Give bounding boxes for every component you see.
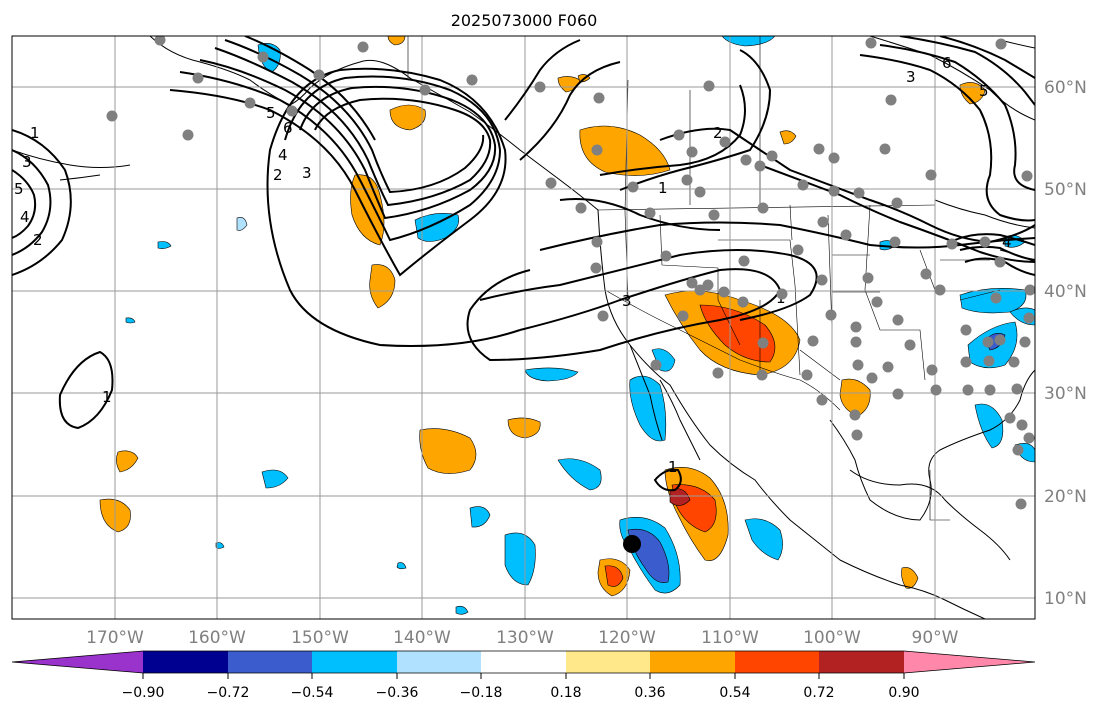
- lon-label: 140°W: [393, 628, 451, 648]
- colorbar-segment: [143, 651, 228, 673]
- lon-label: 90°W: [912, 628, 959, 648]
- contour-label: 2: [713, 124, 723, 142]
- colorbar-segment: [312, 651, 397, 673]
- contour-label: 1: [668, 458, 678, 476]
- colorbar-segment: [650, 651, 735, 673]
- colorbar-tick-label: 0.36: [634, 685, 665, 701]
- colorbar: −0.90 −0.72 −0.54 −0.36 −0.18 0.18 0.36 …: [11, 650, 1036, 701]
- contour-label: 4: [1002, 233, 1012, 251]
- graticule: [12, 36, 1035, 619]
- lat-label: 20°N: [1044, 487, 1087, 507]
- lon-label: 150°W: [291, 628, 349, 648]
- colorbar-left-extension: [12, 651, 143, 673]
- contour-label: 4: [20, 208, 30, 226]
- colorbar-tick-label: 0.54: [719, 685, 750, 701]
- map-title: 2025073000 F060: [451, 11, 598, 30]
- colorbar-segment: [228, 651, 312, 673]
- contour-label: 1: [30, 124, 40, 142]
- lat-label: 60°N: [1044, 78, 1087, 98]
- colorbar-tick-label: 0.72: [803, 685, 834, 701]
- lon-label: 160°W: [188, 628, 246, 648]
- lat-label: 10°N: [1044, 589, 1087, 609]
- storm-center-marker: [623, 535, 641, 553]
- contour-label: 5: [266, 104, 276, 122]
- lon-label: 110°W: [701, 628, 759, 648]
- station-markers: [106, 36, 1035, 510]
- colorbar-segment: [819, 651, 904, 673]
- colorbar-tick-label: 0.90: [888, 685, 919, 701]
- lat-label: 50°N: [1044, 180, 1087, 200]
- lat-label: 30°N: [1044, 384, 1087, 404]
- lon-label: 130°W: [496, 628, 554, 648]
- latitude-labels: 60°N 50°N 40°N 30°N 20°N 10°N: [1044, 78, 1087, 609]
- map-frame: [11, 35, 1036, 620]
- contour-label: 1: [102, 388, 112, 406]
- contour-label: 5: [979, 82, 989, 100]
- colorbar-segment: [397, 651, 481, 673]
- contour-label: 5: [14, 180, 24, 198]
- contour-label: 1: [658, 179, 668, 197]
- lon-label: 120°W: [598, 628, 656, 648]
- contour-label: 2: [273, 166, 283, 184]
- lon-label: 100°W: [803, 628, 861, 648]
- contour-label: 3: [906, 68, 916, 86]
- contour-label: 3: [622, 292, 632, 310]
- contour-label: 2: [33, 231, 43, 249]
- colorbar-segment: [735, 651, 819, 673]
- colorbar-segment: [481, 651, 566, 673]
- longitude-labels: 170°W 160°W 150°W 140°W 130°W 120°W 110°…: [86, 628, 959, 648]
- contour-label: 3: [22, 153, 32, 171]
- colorbar-tick-label: −0.90: [122, 685, 165, 701]
- contour-label: 6: [942, 54, 952, 72]
- map-area: 1 2 3 4 5 6 2 3 4 5 1 2 1 3 1 3 6 5 4 1: [12, 36, 1035, 619]
- colorbar-tick-label: −0.54: [291, 685, 334, 701]
- contour-lines: [12, 36, 1035, 492]
- coastlines: [12, 36, 1035, 619]
- lat-label: 40°N: [1044, 282, 1087, 302]
- contour-label: 4: [278, 146, 288, 164]
- contour-label: 3: [302, 164, 312, 182]
- colorbar-tick-label: −0.18: [460, 685, 503, 701]
- contour-label: 6: [283, 119, 293, 137]
- colorbar-tick-label: −0.36: [376, 685, 419, 701]
- lon-label: 170°W: [86, 628, 144, 648]
- colorbar-right-extension: [904, 651, 1035, 673]
- colorbar-tick-label: −0.72: [207, 685, 250, 701]
- colorbar-segment: [566, 651, 650, 673]
- colorbar-tick-label: 0.18: [550, 685, 581, 701]
